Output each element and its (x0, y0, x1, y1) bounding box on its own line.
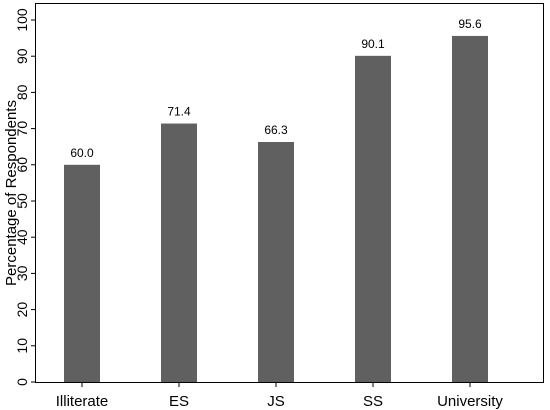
y-tick-label: 10 (14, 338, 30, 354)
y-tick-label: 0 (14, 378, 30, 386)
data-label-university: 95.6 (458, 17, 482, 31)
y-axis: 0 10 20 30 40 50 60 70 80 90 100 (14, 8, 36, 386)
x-tick-label-es: ES (169, 393, 189, 410)
y-tick-label: 60 (14, 157, 30, 173)
y-axis-title: Percentage of Respondents (3, 100, 20, 286)
x-tick-label-ss: SS (363, 393, 383, 410)
bar-university (452, 35, 488, 382)
y-tick-label: 30 (14, 265, 30, 281)
y-tick-label: 80 (14, 84, 30, 100)
y-tick-label: 90 (14, 48, 30, 64)
bar-es (161, 123, 197, 383)
bars-group: 60.0 71.4 66.3 90.1 95.6 (64, 17, 488, 383)
y-tick-label: 20 (14, 302, 30, 318)
bar-js (258, 141, 294, 382)
bar-ss (355, 55, 391, 382)
x-tick-label-illiterate: Illiterate (56, 393, 109, 410)
data-label-es: 71.4 (167, 105, 191, 119)
y-tick-label: 50 (14, 193, 30, 209)
y-tick-label: 100 (14, 8, 30, 32)
plot-frame (35, 3, 544, 383)
y-tick-label: 40 (14, 229, 30, 245)
data-label-illiterate: 60.0 (70, 146, 94, 160)
y-tick-label: 70 (14, 121, 30, 137)
x-tick-label-university: University (437, 393, 503, 410)
x-axis: Illiterate ES JS SS University (56, 382, 503, 410)
data-label-js: 66.3 (264, 123, 288, 137)
data-label-ss: 90.1 (361, 37, 385, 51)
x-tick-label-js: JS (267, 393, 285, 410)
bar-illiterate (64, 164, 100, 382)
